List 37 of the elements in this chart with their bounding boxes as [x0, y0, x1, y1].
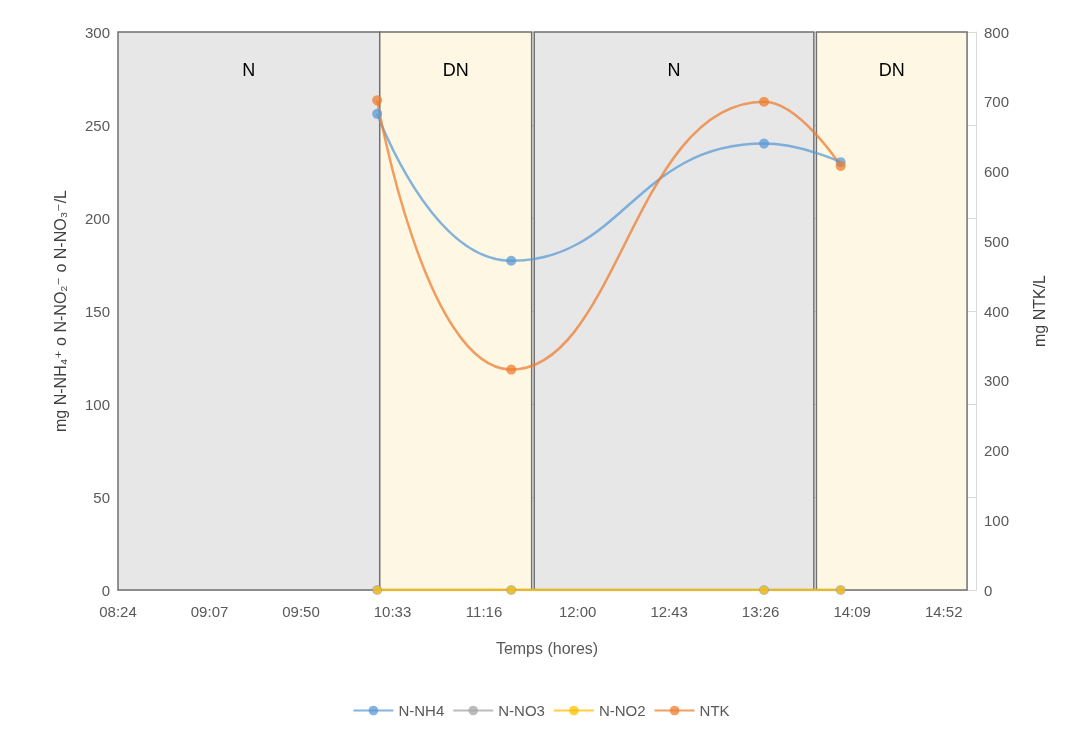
y-tick-label: 200	[84, 209, 110, 227]
x-tick-label: 09:50	[282, 603, 320, 620]
y2-tick-label: 300	[984, 372, 1010, 390]
legend-label: N-NO3	[498, 702, 545, 719]
y2-tick-label: 100	[984, 511, 1010, 529]
y-tick-label: 300	[84, 23, 110, 41]
x-tick-label: 10:33	[373, 603, 412, 620]
x-tick-label: 09:07	[190, 603, 229, 620]
y2-tick-label: 400	[984, 302, 1010, 320]
x-tick-label: 12:00	[558, 603, 597, 620]
y-tick-label: 0	[101, 581, 110, 599]
y-tick-label: 150	[84, 302, 110, 320]
x-tick-label: 14:52	[924, 603, 963, 620]
y2-tick-label: 600	[984, 163, 1010, 180]
legend-label: NTK	[699, 702, 730, 719]
x-tick-label: 13:26	[741, 603, 780, 620]
band-label: DN	[878, 60, 905, 81]
y2-tick-label: 500	[984, 232, 1010, 250]
legend-label: N-NO2	[598, 702, 646, 719]
band-label: N	[667, 60, 681, 81]
y2-tick-label: 0	[984, 581, 993, 599]
y-axis-title: mg N-NH₄⁺ o N-NO₂⁻ o N-NO₃⁻/L	[51, 189, 69, 432]
band-label: N	[242, 60, 256, 81]
y2-tick-label: 700	[984, 93, 1010, 111]
x-tick-label: 12:43	[650, 603, 688, 620]
y-tick-label: 50	[93, 488, 110, 506]
band-label: DN	[442, 60, 469, 81]
x-tick-label: 14:09	[833, 603, 871, 620]
x-tick-label: 08:24	[99, 603, 137, 620]
y2-tick-label: 800	[984, 23, 1010, 41]
y-tick-label: 100	[84, 395, 110, 413]
legend-label: N-NH4	[398, 702, 445, 719]
x-axis-title: Temps (hores)	[495, 639, 599, 657]
y2-axis-title: mg NTK/L	[1030, 274, 1048, 348]
y-tick-label: 250	[84, 116, 110, 134]
x-tick-label: 11:16	[465, 603, 503, 620]
y2-tick-label: 200	[984, 442, 1010, 459]
